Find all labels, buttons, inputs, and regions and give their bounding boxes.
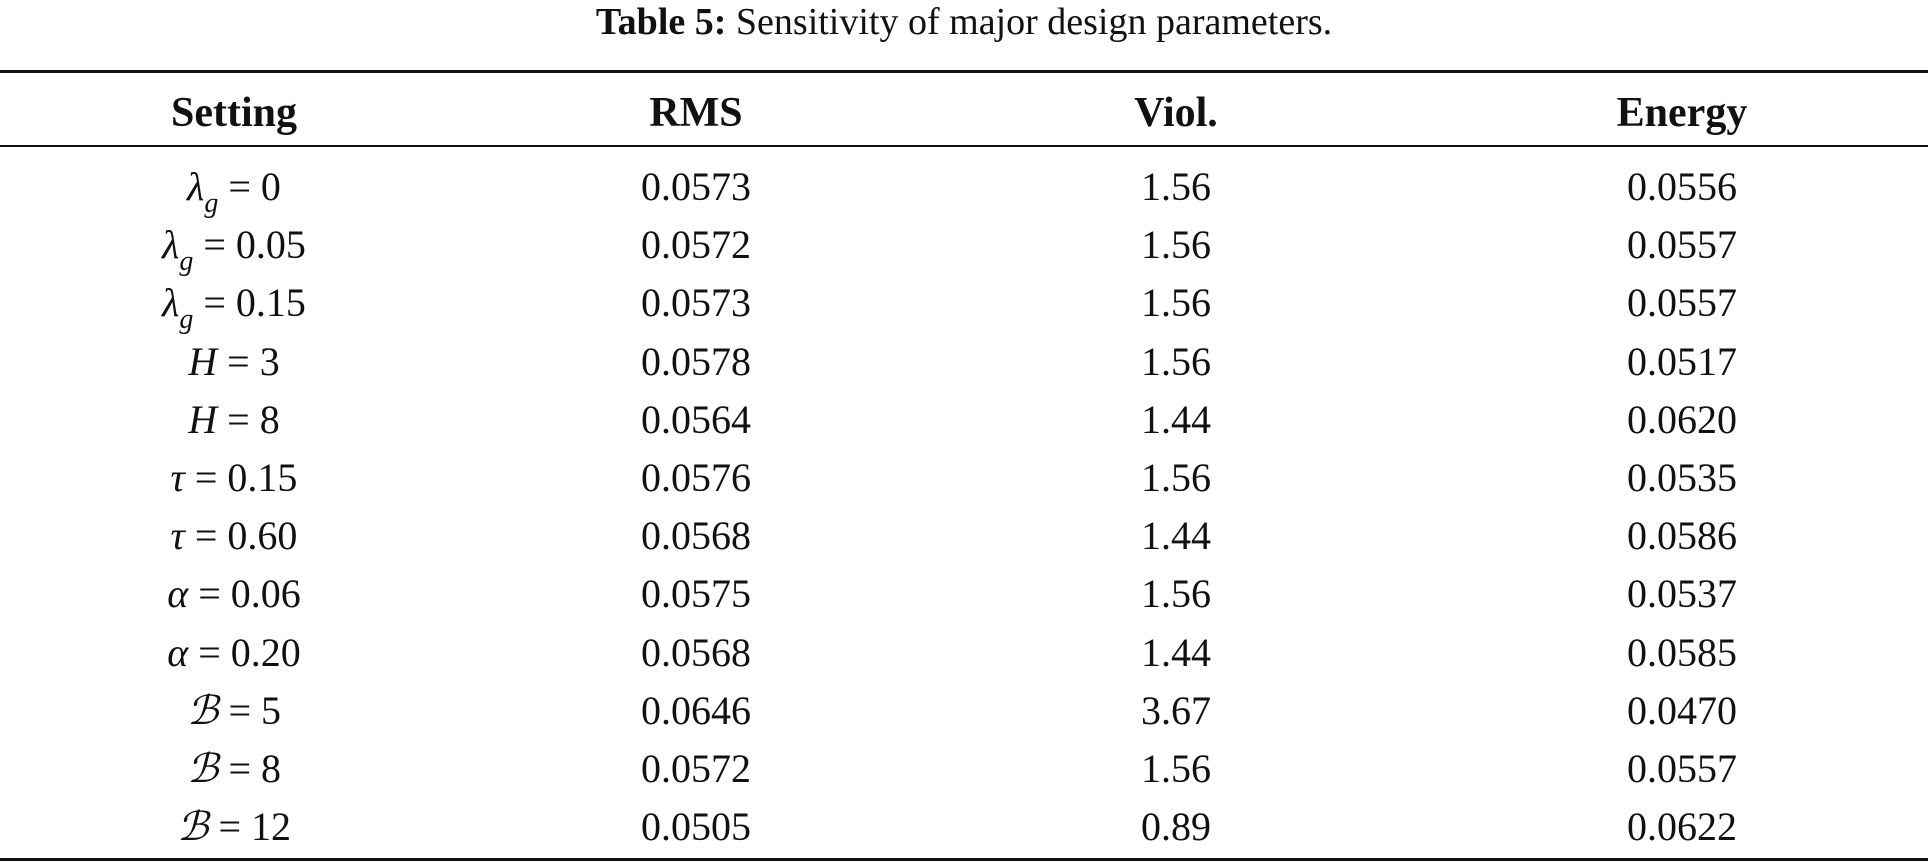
setting-value: = 0.06 xyxy=(188,571,301,617)
header-rule xyxy=(0,145,1928,147)
top-rule xyxy=(0,70,1928,73)
table-row: ℬ = 8 0.0572 1.56 0.0557 xyxy=(0,740,1928,798)
setting-value: = 12 xyxy=(208,804,291,850)
viol-cell: 1.44 xyxy=(1141,396,1211,442)
energy-cell: 0.0622 xyxy=(1627,804,1737,850)
table-row: λg = 0.15 0.0573 1.56 0.0557 xyxy=(0,274,1928,336)
table-caption: Table 5: Sensitivity of major design par… xyxy=(0,0,1928,44)
rms-cell: 0.0578 xyxy=(641,338,751,384)
table-row: H = 8 0.0564 1.44 0.0620 xyxy=(0,391,1928,449)
setting-value: = 3 xyxy=(217,338,280,384)
column-header-viol: Viol. xyxy=(1134,90,1218,136)
setting-cell: τ = 0.60 xyxy=(94,507,374,565)
rms-cell: 0.0576 xyxy=(641,455,751,500)
setting-value: = 0.15 xyxy=(193,280,306,326)
viol-cell: 1.56 xyxy=(1141,746,1211,791)
rms-cell: 0.0575 xyxy=(641,571,751,617)
bottom-rule xyxy=(0,858,1928,861)
table-row: α = 0.06 0.0575 1.56 0.0537 xyxy=(0,565,1928,623)
viol-cell: 1.56 xyxy=(1141,571,1211,617)
setting-value: = 0.05 xyxy=(193,222,306,268)
setting-cell: H = 8 xyxy=(94,391,374,449)
setting-value: = 8 xyxy=(218,746,281,791)
table-row: λg = 0.05 0.0572 1.56 0.0557 xyxy=(0,216,1928,278)
energy-cell: 0.0517 xyxy=(1627,338,1737,384)
viol-cell: 3.67 xyxy=(1141,687,1211,733)
table-row: ℬ = 5 0.0646 3.67 0.0470 xyxy=(0,682,1928,740)
table-row: ℬ = 12 0.0505 0.89 0.0622 xyxy=(0,798,1928,856)
rms-cell: 0.0572 xyxy=(641,746,751,791)
setting-symbol: λ xyxy=(162,222,180,268)
energy-cell: 0.0557 xyxy=(1627,280,1737,326)
setting-symbol: λ xyxy=(162,280,180,326)
setting-symbol: ℬ xyxy=(186,687,219,734)
setting-value: = 8 xyxy=(217,396,280,442)
setting-subscript: g xyxy=(204,188,219,219)
column-header-energy: Energy xyxy=(1616,90,1748,136)
setting-symbol: H xyxy=(188,396,218,442)
energy-cell: 0.0585 xyxy=(1627,629,1737,675)
setting-symbol: α xyxy=(167,629,189,675)
setting-cell: λg = 0 xyxy=(94,158,374,219)
energy-cell: 0.0535 xyxy=(1627,455,1737,500)
rms-cell: 0.0568 xyxy=(641,513,751,559)
rms-cell: 0.0564 xyxy=(641,396,751,442)
column-header-setting: Setting xyxy=(171,90,297,136)
energy-cell: 0.0586 xyxy=(1627,513,1737,559)
setting-cell: ℬ = 8 xyxy=(94,740,374,798)
viol-cell: 0.89 xyxy=(1141,804,1211,850)
setting-symbol: λ xyxy=(187,164,205,209)
table-row: τ = 0.15 0.0576 1.56 0.0535 xyxy=(0,449,1928,507)
setting-subscript: g xyxy=(179,304,194,336)
table-row: λg = 0 0.0573 1.56 0.0556 xyxy=(0,158,1928,219)
viol-cell: 1.56 xyxy=(1141,222,1211,268)
table-row: τ = 0.60 0.0568 1.44 0.0586 xyxy=(0,507,1928,565)
setting-symbol: ℬ xyxy=(176,804,209,851)
viol-cell: 1.44 xyxy=(1141,513,1211,559)
setting-value: = 5 xyxy=(218,687,281,733)
setting-symbol: τ xyxy=(170,455,185,500)
setting-subscript: g xyxy=(179,246,194,278)
setting-cell: ℬ = 12 xyxy=(94,798,374,856)
setting-cell: α = 0.06 xyxy=(94,565,374,623)
energy-cell: 0.0557 xyxy=(1627,746,1737,791)
table-row: α = 0.20 0.0568 1.44 0.0585 xyxy=(0,624,1928,682)
rms-cell: 0.0568 xyxy=(641,629,751,675)
energy-cell: 0.0537 xyxy=(1627,571,1737,617)
rms-cell: 0.0646 xyxy=(641,687,751,733)
rms-cell: 0.0505 xyxy=(641,804,751,850)
setting-cell: τ = 0.15 xyxy=(94,449,374,507)
viol-cell: 1.44 xyxy=(1141,629,1211,675)
setting-symbol: α xyxy=(167,571,189,617)
setting-symbol: H xyxy=(188,338,218,384)
setting-cell: H = 3 xyxy=(94,333,374,391)
viol-cell: 1.56 xyxy=(1141,455,1211,500)
setting-cell: λg = 0.15 xyxy=(94,274,374,336)
table-row: H = 3 0.0578 1.56 0.0517 xyxy=(0,333,1928,391)
energy-cell: 0.0557 xyxy=(1627,222,1737,268)
column-header-rms: RMS xyxy=(649,90,743,136)
setting-value: = 0.60 xyxy=(184,513,298,559)
rms-cell: 0.0573 xyxy=(641,280,751,326)
caption-label: Table 5: xyxy=(595,1,727,43)
rms-cell: 0.0572 xyxy=(641,222,751,268)
energy-cell: 0.0470 xyxy=(1627,687,1737,733)
caption-text: Sensitivity of major design parameters. xyxy=(726,1,1333,43)
energy-cell: 0.0620 xyxy=(1627,396,1737,442)
setting-value: = 0.15 xyxy=(184,455,298,500)
setting-symbol: τ xyxy=(170,513,185,559)
setting-cell: α = 0.20 xyxy=(94,624,374,682)
rms-cell: 0.0573 xyxy=(641,164,751,209)
setting-cell: λg = 0.05 xyxy=(94,216,374,278)
energy-cell: 0.0556 xyxy=(1627,164,1737,209)
setting-symbol: ℬ xyxy=(186,746,219,792)
setting-value: = 0 xyxy=(218,164,281,209)
setting-value: = 0.20 xyxy=(188,629,301,675)
viol-cell: 1.56 xyxy=(1141,164,1211,209)
viol-cell: 1.56 xyxy=(1141,280,1211,326)
setting-cell: ℬ = 5 xyxy=(94,682,374,740)
viol-cell: 1.56 xyxy=(1141,338,1211,384)
table-header-row: Setting RMS Viol. Energy xyxy=(0,76,1928,136)
